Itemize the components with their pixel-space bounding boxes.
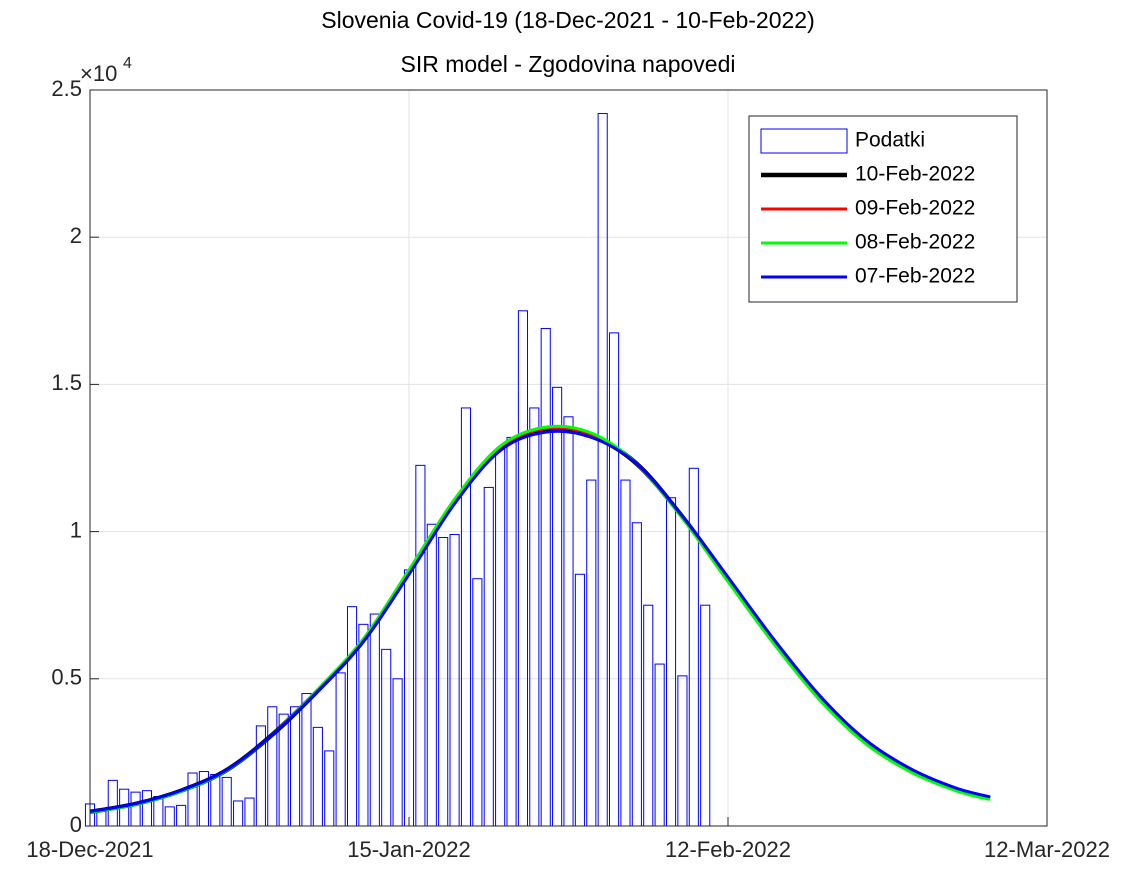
legend-label: Podatki — [855, 129, 925, 152]
y-tick-label: 0 — [70, 812, 82, 837]
legend-swatch — [760, 128, 848, 154]
legend-label: 10-Feb-2022 — [855, 163, 975, 186]
legend: Podatki 10-Feb-2022 09-Feb-2022 08-Feb-2022… — [748, 115, 1018, 303]
legend-label: 08-Feb-2022 — [855, 231, 975, 254]
x-tick-label: 18-Dec-2021 — [26, 837, 153, 862]
x-tick-label: 12-Mar-2022 — [984, 837, 1110, 862]
y-tick-label: 1 — [70, 517, 82, 542]
legend-label: 07-Feb-2022 — [855, 265, 975, 288]
x-tick-label: 12-Feb-2022 — [665, 837, 791, 862]
line — [89, 429, 991, 814]
chart-title: Slovenia Covid-19 (18-Dec-2021 - 10-Feb-… — [321, 7, 814, 33]
y-tick-label: 1.5 — [51, 370, 82, 395]
x-tick-label: 15-Jan-2022 — [347, 837, 471, 862]
y-tick-label: 2.5 — [51, 76, 82, 101]
chart-subtitle: SIR model - Zgodovina napovedi — [401, 51, 736, 77]
y-multiplier: ×10 — [80, 61, 117, 86]
y-tick-label: 2 — [70, 223, 82, 248]
legend-label: 09-Feb-2022 — [855, 197, 975, 220]
plot-frame — [89, 89, 1048, 827]
y-multiplier-exponent: 4 — [123, 55, 132, 72]
y-tick-label: 0.5 — [51, 665, 82, 690]
data-layer — [84, 113, 991, 827]
axis-layer: 0 0.5 1 1.5 2 2.5 18-Dec-2021 15-Jan-2022 12-Feb… — [26, 76, 1110, 862]
